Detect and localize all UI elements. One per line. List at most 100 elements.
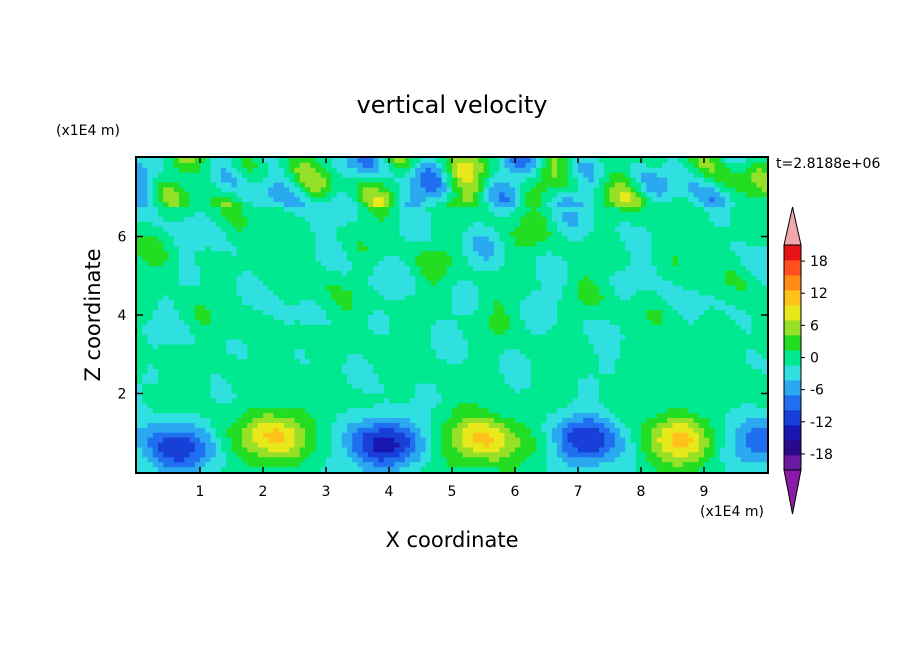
field-cell [399, 329, 406, 336]
field-cell [236, 334, 243, 341]
field-cell [331, 221, 338, 228]
field-cell [152, 177, 159, 184]
field-cell [515, 226, 521, 233]
field-cell [704, 221, 710, 228]
field-cell [499, 246, 506, 252]
field-cell [231, 187, 238, 193]
field-cell [546, 354, 553, 360]
field-cell [441, 270, 448, 277]
field-cell [499, 359, 506, 365]
field-cell [373, 192, 380, 198]
field-cell [378, 300, 385, 306]
field-cell [656, 319, 663, 326]
field-cell [431, 251, 437, 257]
field-cell [331, 197, 338, 203]
field-cell [305, 177, 311, 184]
field-cell [635, 334, 642, 341]
field-cell [425, 270, 432, 277]
field-cell [315, 216, 322, 223]
field-cell [147, 192, 154, 198]
field-cell [494, 334, 500, 341]
field-cell [347, 197, 353, 203]
field-cell [504, 216, 511, 223]
field-cell [299, 182, 306, 189]
field-cell [389, 192, 395, 198]
field-cell [425, 329, 432, 336]
field-cell [147, 285, 154, 292]
field-cell [205, 226, 212, 233]
field-cell [163, 177, 170, 184]
field-cell [499, 226, 506, 233]
field-cell [152, 226, 159, 233]
field-cell [137, 305, 143, 311]
field-cell [641, 211, 647, 218]
field-cell [704, 290, 710, 296]
field-cell [551, 251, 558, 257]
field-cell [536, 172, 542, 179]
field-cell [215, 295, 222, 301]
field-cell [310, 334, 317, 341]
field-cell [221, 172, 227, 179]
field-cell [599, 300, 605, 306]
field-cell [667, 295, 674, 301]
field-cell [714, 192, 721, 198]
field-cell [462, 216, 469, 223]
field-cell [252, 187, 259, 193]
field-cell [404, 221, 411, 228]
field-cell [142, 162, 149, 169]
field-cell [205, 221, 212, 228]
field-cell [672, 344, 679, 350]
field-cell [572, 207, 579, 213]
field-cell [205, 305, 212, 311]
field-cell [688, 265, 695, 272]
field-cell [609, 216, 616, 223]
field-cell [672, 334, 679, 341]
field-cell [331, 344, 338, 350]
field-cell [410, 197, 416, 203]
field-cell [478, 251, 485, 257]
field-cell [604, 300, 611, 306]
field-cell [236, 285, 243, 292]
field-cell [168, 182, 175, 189]
field-cell [520, 275, 527, 282]
field-cell [662, 226, 668, 233]
field-cell [473, 158, 479, 164]
field-cell [173, 334, 180, 341]
field-cell [278, 231, 285, 238]
field-cell [284, 167, 290, 174]
field-cell [483, 354, 490, 360]
field-cell [604, 236, 611, 243]
field-cell [320, 207, 327, 213]
field-cell [268, 285, 275, 292]
field-cell [373, 315, 380, 321]
field-cell [693, 290, 700, 296]
field-cell [499, 315, 506, 321]
field-cell [709, 158, 716, 164]
field-cell [588, 182, 595, 189]
field-cell [278, 310, 285, 316]
field-cell [725, 172, 731, 179]
field-cell [284, 315, 290, 321]
field-cell [604, 202, 611, 208]
field-cell [667, 339, 674, 346]
field-cell [404, 182, 411, 189]
field-cell [614, 310, 621, 316]
field-cell [583, 211, 590, 218]
field-cell [504, 192, 511, 198]
field-cell [530, 324, 537, 331]
field-cell [273, 354, 280, 360]
field-cell [247, 182, 254, 189]
field-cell [704, 192, 710, 198]
field-cell [719, 315, 726, 321]
field-cell [467, 211, 474, 218]
field-cell [347, 349, 353, 355]
field-cell [362, 187, 369, 193]
field-cell [373, 172, 380, 179]
field-cell [431, 265, 437, 272]
field-cell [709, 177, 716, 184]
field-cell [173, 182, 180, 189]
field-cell [599, 162, 605, 169]
field-cell [483, 280, 490, 287]
field-cell [651, 344, 658, 350]
field-cell [751, 354, 758, 360]
